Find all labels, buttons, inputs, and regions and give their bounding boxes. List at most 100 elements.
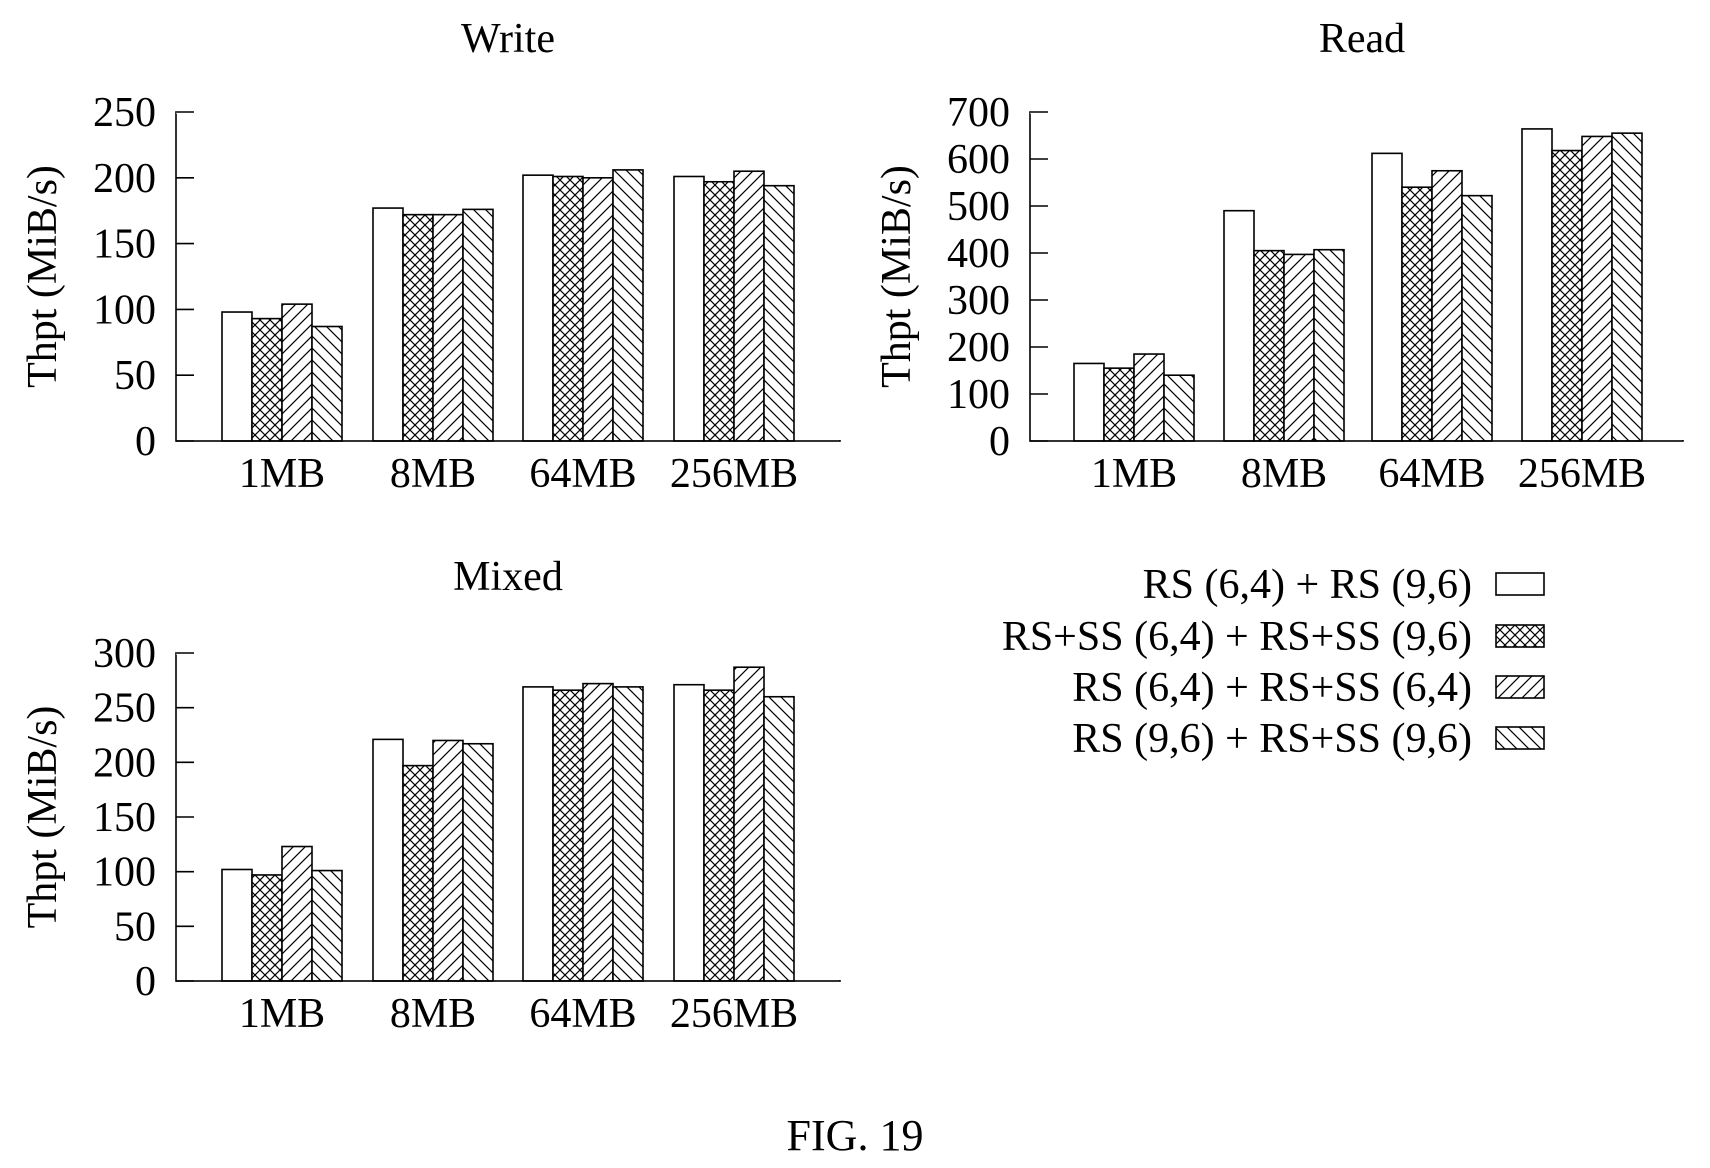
- bar-64MB-series-0: [1371, 152, 1403, 442]
- y-axis-label: Thpt (MiB/s): [20, 706, 66, 929]
- bar-1MB-series-0: [221, 311, 253, 442]
- bar-64MB-series-1: [552, 689, 584, 982]
- bar-8MB-series-2: [1283, 253, 1315, 442]
- bar-64MB-series-0: [522, 174, 554, 442]
- chart-title: Read: [1319, 16, 1405, 62]
- y-tick-label: 200: [93, 740, 156, 786]
- bar-8MB-series-1: [402, 764, 434, 982]
- bar-256MB-series-3: [763, 695, 795, 982]
- bar-64MB-series-1: [1401, 186, 1433, 442]
- y-axis-label: Thpt (MiB/s): [20, 165, 66, 388]
- chart-write: Write Thpt (MiB/s) 0 50 100 150 200 250 1MB 8MB 64…: [20, 16, 842, 497]
- x-tick-label: 8MB: [390, 451, 476, 497]
- chart-mixed: Mixed Thpt (MiB/s) 0 50 100 150 200 250 300 1MB 8M…: [20, 554, 842, 1037]
- bar-1MB-series-2: [281, 303, 313, 442]
- bar-8MB-series-3: [462, 742, 494, 982]
- y-axis-label: Thpt (MiB/s): [874, 165, 920, 388]
- x-tick-label: 256MB: [670, 991, 798, 1037]
- bar-8MB-series-0: [372, 738, 404, 982]
- y-tick-label: 700: [947, 90, 1010, 136]
- bar-256MB-series-1: [703, 180, 735, 442]
- bar-64MB-series-3: [612, 686, 644, 982]
- y-tick-label: 250: [93, 90, 156, 136]
- y-tick-label: 50: [114, 904, 156, 950]
- bar-8MB-series-0: [1223, 209, 1255, 442]
- bar-1MB-series-0: [1073, 362, 1105, 442]
- bar-1MB-series-3: [311, 325, 343, 442]
- y-tick-label: 0: [135, 959, 156, 1005]
- bar-8MB-series-3: [462, 208, 494, 442]
- y-tick-label: 150: [93, 795, 156, 841]
- y-tick-label: 0: [135, 419, 156, 465]
- bar-256MB-series-3: [1611, 132, 1643, 442]
- y-tick-label: 600: [947, 137, 1010, 183]
- legend-label: RS (9,6) + RS+SS (9,6): [1072, 716, 1472, 762]
- y-tick-label: 100: [93, 287, 156, 333]
- y-tick-label: 250: [93, 686, 156, 732]
- y-tick-label: 200: [947, 325, 1010, 371]
- legend-swatch: [1495, 572, 1545, 596]
- x-tick-label: 64MB: [529, 451, 636, 497]
- y-tick-label: 50: [114, 353, 156, 399]
- chart-title: Mixed: [453, 554, 563, 600]
- bar-8MB-series-0: [372, 207, 404, 442]
- y-tick-label: 100: [947, 372, 1010, 418]
- y-tick-label: 0: [989, 419, 1010, 465]
- legend: RS (6,4) + RS (9,6) RS+SS (6,4) + RS+SS (…: [1002, 562, 1545, 762]
- bar-256MB-series-0: [673, 175, 705, 442]
- bar-64MB-series-0: [522, 686, 554, 982]
- bar-64MB-series-3: [612, 169, 644, 442]
- bar-8MB-series-2: [432, 213, 464, 442]
- x-tick-label: 64MB: [1378, 451, 1485, 497]
- legend-swatch: [1495, 726, 1545, 750]
- legend-swatch: [1495, 675, 1545, 699]
- bar-1MB-series-0: [221, 868, 253, 982]
- bar-8MB-series-3: [1313, 248, 1345, 442]
- x-tick-label: 1MB: [239, 451, 325, 497]
- bar-256MB-series-3: [763, 184, 795, 442]
- y-tick-label: 400: [947, 231, 1010, 277]
- bar-64MB-series-2: [582, 177, 614, 442]
- y-tick-label: 300: [947, 278, 1010, 324]
- legend-swatch: [1495, 624, 1545, 648]
- x-tick-label: 8MB: [1241, 451, 1327, 497]
- bar-256MB-series-0: [1521, 128, 1553, 442]
- bar-64MB-series-1: [552, 175, 584, 442]
- legend-label: RS (6,4) + RS (9,6): [1143, 562, 1472, 608]
- bar-256MB-series-1: [1551, 149, 1583, 442]
- y-tick-label: 200: [93, 156, 156, 202]
- bar-1MB-series-2: [281, 845, 313, 982]
- bar-256MB-series-0: [673, 683, 705, 982]
- bar-64MB-series-3: [1461, 194, 1493, 442]
- bar-1MB-series-1: [1103, 367, 1135, 442]
- y-tick-label: 500: [947, 184, 1010, 230]
- bar-64MB-series-2: [1431, 169, 1463, 442]
- y-tick-label: 100: [93, 850, 156, 896]
- bar-1MB-series-1: [251, 317, 283, 442]
- bar-1MB-series-2: [1133, 353, 1165, 442]
- x-tick-label: 1MB: [239, 991, 325, 1037]
- figure-label: FIG. 19: [787, 1111, 924, 1160]
- bar-8MB-series-1: [1253, 249, 1285, 442]
- bar-1MB-series-3: [311, 869, 343, 982]
- x-tick-label: 256MB: [1518, 451, 1646, 497]
- x-tick-label: 1MB: [1091, 451, 1177, 497]
- x-tick-label: 64MB: [529, 991, 636, 1037]
- bar-256MB-series-1: [703, 689, 735, 982]
- bar-256MB-series-2: [1581, 135, 1613, 442]
- bar-256MB-series-2: [733, 170, 765, 442]
- legend-label: RS+SS (6,4) + RS+SS (9,6): [1002, 614, 1472, 660]
- bar-1MB-series-3: [1163, 374, 1195, 442]
- chart-title: Write: [461, 16, 555, 62]
- x-tick-label: 256MB: [670, 451, 798, 497]
- y-tick-label: 300: [93, 631, 156, 677]
- legend-label: RS (6,4) + RS+SS (6,4): [1072, 665, 1472, 711]
- bar-8MB-series-1: [402, 213, 434, 442]
- bar-64MB-series-2: [582, 682, 614, 982]
- y-tick-label: 150: [93, 222, 156, 268]
- bar-8MB-series-2: [432, 739, 464, 982]
- bar-1MB-series-1: [251, 874, 283, 982]
- bar-256MB-series-2: [733, 666, 765, 982]
